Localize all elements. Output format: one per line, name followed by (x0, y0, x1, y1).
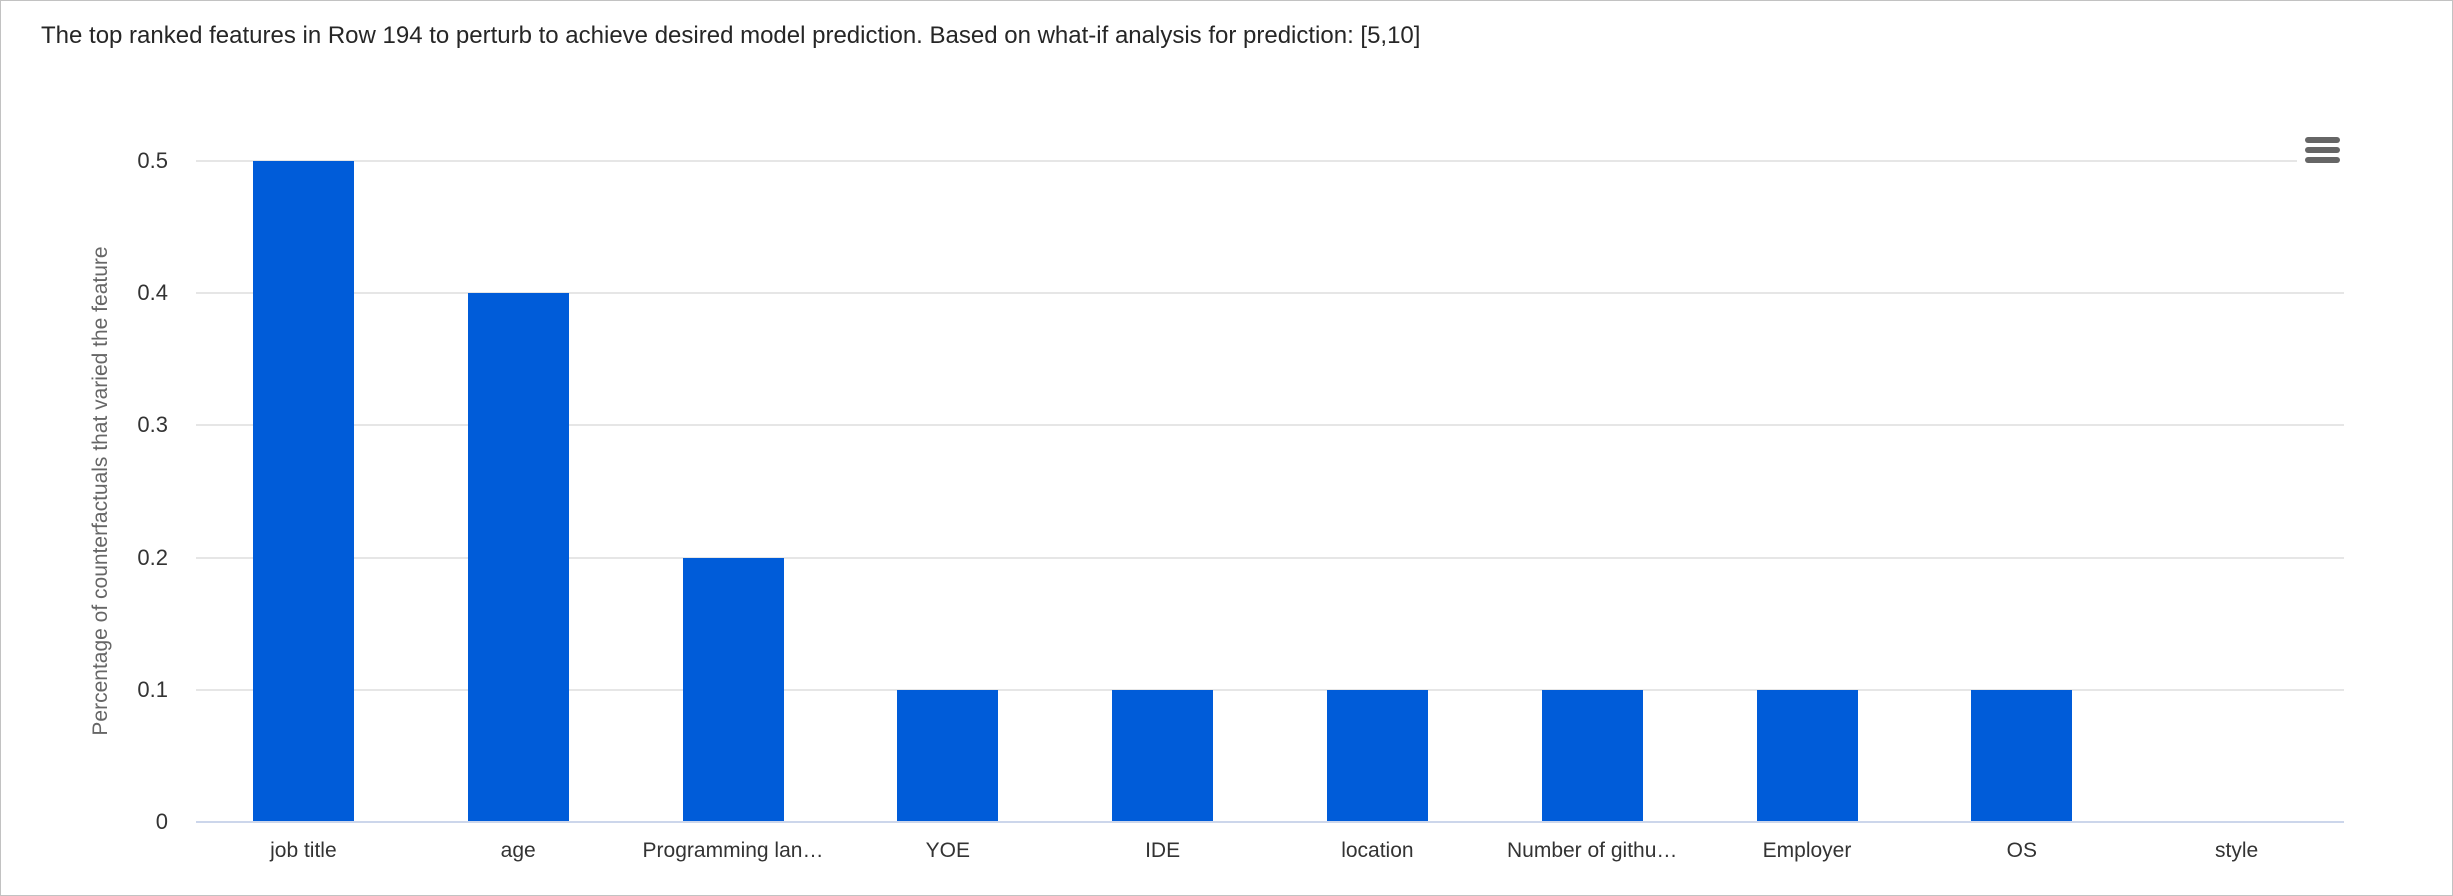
chart-title: The top ranked features in Row 194 to pe… (41, 22, 1421, 49)
gridline-0.4 (196, 292, 2344, 295)
gridline-0.3 (196, 424, 2344, 427)
hamburger-icon (2304, 137, 2340, 163)
bar-employer[interactable] (1756, 689, 1858, 822)
bar-job-title[interactable] (252, 161, 354, 822)
y-tick-label-0.2: 0.2 (137, 544, 168, 570)
y-tick-label-0.1: 0.1 (137, 676, 168, 702)
x-axis-label-os: OS (2006, 839, 2037, 862)
hamburger-bar (2304, 137, 2340, 143)
x-axis-label-location: location (1341, 839, 1414, 862)
bar-yoe[interactable] (897, 689, 999, 822)
y-tick-label-0: 0 (155, 809, 168, 834)
y-axis-title: Percentage of counterfactuals that varie… (89, 246, 112, 736)
y-tick-label-0.3: 0.3 (137, 412, 168, 438)
x-axis-label-ide: IDE (1145, 839, 1181, 862)
x-axis-label-employer: Employer (1762, 839, 1852, 862)
gridline-0.5 (196, 160, 2344, 162)
x-axis-label-job-title: job title (270, 839, 337, 862)
x-axis-label-age: age (500, 839, 536, 862)
x-axis-label-style: style (2215, 839, 2259, 862)
x-axis-label-yoe: YOE (925, 839, 970, 862)
x-axis-line (196, 821, 2344, 823)
y-tick-label-0.4: 0.4 (137, 280, 168, 306)
chart-context-menu-button[interactable] (2297, 129, 2347, 171)
bar-programming-lan[interactable] (682, 557, 784, 822)
x-axis-label-number-of-githu: Number of githu… (1506, 839, 1678, 862)
bar-number-of-githu[interactable] (1541, 689, 1643, 822)
y-tick-label-0.5: 0.5 (137, 148, 168, 173)
bar-ide[interactable] (1112, 689, 1214, 822)
gridline-0.1 (196, 688, 2344, 691)
hamburger-bar (2304, 147, 2340, 153)
bar-os[interactable] (1971, 689, 2073, 822)
gridline-0.2 (196, 556, 2344, 559)
hamburger-bar (2304, 157, 2340, 163)
x-axis-label-programming-lan: Programming lan… (642, 839, 824, 862)
bar-location[interactable] (1326, 689, 1428, 822)
bar-age[interactable] (467, 293, 569, 822)
